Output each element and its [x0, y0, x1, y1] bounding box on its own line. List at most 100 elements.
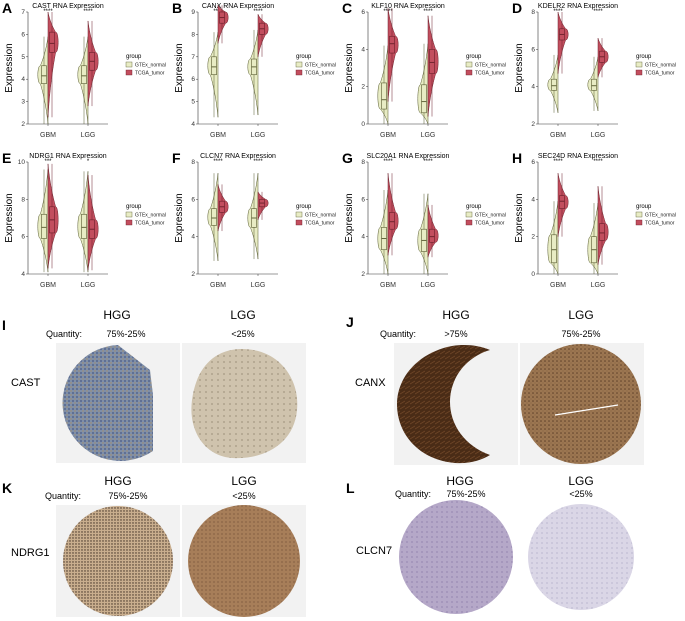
- y-axis-label: Expression: [174, 193, 185, 242]
- x-tick-label: LGG: [421, 132, 436, 139]
- normal-box: [211, 56, 217, 76]
- chart-b: B CANX RNA Expression Expression 4 5 6 7 8 9 GBM *…: [172, 0, 336, 139]
- y-tick-label: 2: [21, 121, 25, 128]
- lgg-quantity: <25%: [231, 329, 254, 339]
- lgg-label: LGG: [568, 474, 593, 488]
- legend-swatch: [125, 61, 133, 68]
- legend-title: group: [296, 204, 312, 210]
- x-tick-label: LGG: [251, 282, 266, 289]
- y-tick-label: 8: [191, 159, 195, 166]
- tumor-box: [599, 223, 605, 241]
- panel-letter: F: [172, 150, 181, 166]
- legend-item-label: GTEx_normal: [135, 63, 166, 69]
- y-tick-label: 7: [191, 54, 195, 61]
- legend-item-label: GTEx_normal: [305, 213, 336, 219]
- legend-swatch: [465, 219, 473, 226]
- lgg-quantity: <25%: [232, 491, 255, 501]
- legend-item-label: GTEx_normal: [645, 213, 676, 219]
- hgg-label: HGG: [104, 474, 131, 488]
- y-tick-label: 4: [361, 46, 365, 53]
- legend-item-label: TCGA_tumor: [135, 71, 165, 77]
- y-tick-label: 3: [21, 99, 25, 106]
- ihc-image-lgg: [191, 348, 298, 459]
- legend-swatch: [635, 219, 643, 226]
- chart-title: CAST RNA Expression: [32, 3, 104, 10]
- y-tick-label: 6: [361, 9, 365, 16]
- normal-box: [81, 213, 87, 239]
- normal-box: [381, 82, 387, 110]
- normal-box: [551, 78, 557, 91]
- hgg-quantity: 75%-25%: [108, 491, 147, 501]
- ihc-panel-k: K HGG LGG Quantity: 75%-25% <25% NDRG1: [2, 474, 306, 617]
- legend-item-label: TCGA_tumor: [645, 71, 675, 77]
- y-tick-label: 6: [21, 31, 25, 38]
- chart-h: H SEC24D RNA Expression Expression 0 2 4 6 GBM *…: [512, 150, 676, 289]
- panel-letter: L: [346, 480, 355, 496]
- tumor-violin: [557, 11, 569, 74]
- legend-item-label: TCGA_tumor: [135, 221, 165, 227]
- tumor-box: [389, 212, 395, 230]
- y-tick-label: 2: [531, 234, 535, 241]
- chart-f: F CLCN7 RNA Expression Expression 2 4 6 8 GBM **…: [172, 150, 336, 289]
- legend-item-label: TCGA_tumor: [645, 221, 675, 227]
- panel-letter: I: [2, 317, 6, 333]
- legend-title: group: [296, 54, 312, 60]
- x-tick-label: LGG: [591, 282, 606, 289]
- y-tick-label: 4: [191, 234, 195, 241]
- ihc-image-lgg: [521, 344, 641, 464]
- y-tick-label: 2: [361, 271, 365, 278]
- legend-swatch: [465, 61, 473, 68]
- y-axis-label: Expression: [4, 43, 15, 92]
- legend-swatch: [125, 69, 133, 76]
- panel-letter: D: [512, 0, 522, 16]
- legend-item-label: TCGA_tumor: [305, 221, 335, 227]
- gene-label: CAST: [11, 377, 41, 389]
- lgg-quantity: 75%-25%: [561, 329, 600, 339]
- legend-swatch: [465, 69, 473, 76]
- chart-title: SEC24D RNA Expression: [538, 153, 618, 160]
- legend-item-label: TCGA_tumor: [475, 221, 505, 227]
- y-tick-label: 6: [191, 196, 195, 203]
- normal-box: [41, 65, 47, 84]
- y-tick-label: 8: [191, 31, 195, 38]
- chart-title: CLCN7 RNA Expression: [200, 153, 276, 160]
- tumor-box: [559, 195, 565, 209]
- y-tick-label: 0: [361, 121, 365, 128]
- y-tick-label: 5: [191, 99, 195, 106]
- violin-charts: A CAST RNA Expression Expression 2 3 4 5 6 7 GBM *…: [2, 0, 676, 289]
- y-tick-label: 4: [191, 121, 195, 128]
- y-axis-label: Expression: [344, 43, 355, 92]
- panel-letter: E: [2, 150, 11, 166]
- significance-label: ***: [44, 159, 52, 165]
- lgg-quantity: <25%: [569, 489, 592, 499]
- significance-label: ****: [43, 9, 53, 15]
- panel-letter: K: [2, 480, 12, 496]
- tumor-box: [49, 31, 55, 53]
- legend-swatch: [635, 61, 643, 68]
- y-tick-label: 6: [191, 76, 195, 83]
- y-tick-label: 5: [21, 54, 25, 61]
- ihc-image-hgg: [62, 345, 153, 461]
- chart-title: KDELR2 RNA Expression: [538, 3, 618, 10]
- significance-label: ****: [553, 9, 563, 15]
- normal-box: [211, 208, 217, 226]
- significance-label: ****: [83, 9, 93, 15]
- y-axis-label: Expression: [514, 193, 525, 242]
- tumor-violin: [217, 4, 229, 44]
- y-axis-label: Expression: [514, 43, 525, 92]
- x-tick-label: LGG: [81, 132, 96, 139]
- tumor-violin: [47, 11, 59, 118]
- quantity-label: Quantity:: [395, 489, 431, 499]
- panel-letter: J: [346, 314, 354, 330]
- significance-label: ****: [253, 159, 263, 165]
- ihc-panel-l: L HGG LGG Quantity: 75%-25% <25% CLCN7: [346, 474, 634, 614]
- panel-letter: A: [2, 0, 12, 16]
- ihc-image-lgg: [188, 505, 300, 617]
- y-tick-label: 2: [531, 121, 535, 128]
- x-tick-label: LGG: [251, 132, 266, 139]
- chart-title: NDRG1 RNA Expression: [29, 153, 107, 160]
- tumor-box: [429, 228, 435, 243]
- ihc-panel-j: J HGG LGG Quantity: >75% 75%-25% CANX: [346, 308, 644, 465]
- significance-label: ****: [253, 9, 263, 15]
